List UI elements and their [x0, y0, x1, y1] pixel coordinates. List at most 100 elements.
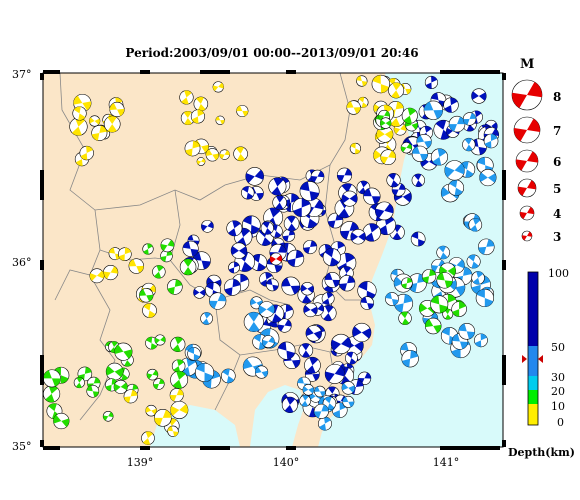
focal-mechanism	[146, 368, 159, 381]
frame-ticks	[40, 70, 506, 450]
focal-mechanism	[141, 431, 155, 445]
depth-band-10-20	[528, 390, 538, 404]
focal-mechanism	[102, 410, 114, 422]
focal-mechanism	[344, 351, 358, 365]
magnitude-legend-ball-5	[517, 178, 537, 198]
focal-mechanism	[105, 362, 124, 381]
focal-mechanism	[442, 308, 454, 320]
focal-mechanism	[451, 301, 467, 317]
focal-mechanism	[313, 403, 329, 419]
focal-mechanism	[123, 389, 138, 404]
focal-mechanism	[170, 400, 189, 419]
focal-mechanism	[209, 292, 227, 310]
focal-mechanism	[436, 272, 453, 289]
map-title: Period:2003/09/01 00:00--2013/09/01 20:4…	[125, 46, 418, 60]
focal-mechanism	[241, 186, 255, 200]
focal-mechanism	[374, 201, 394, 221]
focal-mechanism	[167, 279, 183, 295]
depth-band-deep	[528, 272, 538, 346]
lon-label-141: 141°	[433, 456, 460, 469]
focal-mechanism	[201, 219, 214, 233]
focal-mechanism	[114, 342, 133, 361]
focal-mechanism	[89, 268, 105, 284]
focal-mechanism	[371, 74, 391, 94]
focal-mechanism	[195, 362, 215, 383]
depth-band-0-10	[528, 404, 538, 425]
focal-mechanism	[43, 385, 61, 403]
focal-mechanism	[109, 101, 125, 118]
focal-mechanism	[266, 278, 279, 292]
focal-mechanism	[303, 302, 318, 318]
focal-mechanism	[230, 242, 248, 259]
focal-mechanism	[401, 277, 413, 289]
depth-label-0: 0	[557, 416, 564, 429]
focal-mechanism	[483, 133, 499, 149]
depth-label-10: 10	[551, 400, 565, 413]
focal-mechanism	[154, 334, 166, 346]
focal-mechanism	[250, 253, 268, 272]
focal-mechanism	[282, 229, 296, 242]
lon-label-139: 139°	[127, 456, 154, 469]
magnitude-legend-balls	[511, 79, 543, 242]
focal-mechanism	[421, 269, 437, 284]
focal-mechanism	[300, 282, 315, 296]
focal-mechanism	[260, 221, 274, 235]
focal-mechanism	[423, 100, 444, 120]
focal-mechanism	[72, 106, 87, 121]
focal-mechanism	[411, 173, 426, 187]
focal-mechanism	[443, 97, 459, 113]
focal-mechanism	[407, 273, 427, 293]
depth-colorbar: 100 50 30 20 10 0 Depth(km)	[508, 267, 575, 459]
focal-mechanism	[310, 169, 325, 184]
focal-mechanism	[254, 365, 269, 379]
focal-mechanism	[86, 384, 100, 398]
focal-mechanism	[215, 115, 225, 125]
focal-mechanism	[398, 311, 412, 325]
map-area	[40, 70, 506, 450]
focal-mechanism	[468, 218, 483, 232]
focal-mechanism	[91, 125, 108, 142]
focal-mechanism	[386, 173, 401, 188]
focal-mechanism	[302, 239, 318, 255]
focal-mechanism	[320, 305, 337, 322]
focal-mechanism	[305, 325, 322, 342]
focal-mechanism	[169, 388, 184, 403]
focal-mechanism	[349, 142, 362, 155]
focal-mechanism	[205, 148, 220, 162]
focal-mechanism	[292, 197, 312, 218]
focal-mechanism	[160, 238, 175, 253]
focal-mechanism	[379, 117, 392, 129]
focal-mechanism	[462, 112, 477, 126]
focal-mechanism	[380, 149, 396, 166]
focal-mechanism	[341, 381, 356, 395]
focal-mechanism	[479, 169, 497, 187]
focal-mechanism	[113, 379, 128, 394]
focal-mechanism	[190, 109, 205, 124]
focal-mechanism	[342, 395, 355, 408]
focal-mechanism	[448, 115, 466, 133]
magnitude-legend-ball-3	[521, 230, 533, 242]
focal-mechanism	[341, 190, 358, 207]
focal-mechanism	[277, 341, 296, 360]
focal-mechanism	[363, 187, 381, 205]
focal-mechanism	[283, 215, 300, 232]
focal-mechanism	[430, 295, 449, 314]
focal-mechanism	[236, 104, 249, 118]
magnitude-label-7: 7	[553, 124, 561, 138]
focal-mechanism	[324, 272, 341, 288]
focal-mechanism	[243, 311, 264, 332]
focal-mechanism	[153, 378, 165, 390]
magnitude-label-6: 6	[553, 155, 561, 169]
focal-mechanism	[103, 264, 119, 281]
focal-mechanism	[447, 179, 465, 196]
depth-band-mid	[528, 346, 538, 376]
focal-mechanism	[458, 323, 476, 340]
focal-mechanism	[43, 369, 61, 388]
focal-mechanism	[128, 258, 145, 274]
focal-mechanism	[466, 254, 481, 269]
depth-label-20: 20	[551, 385, 565, 398]
lat-label-35: 35°	[12, 440, 32, 453]
focal-mechanism	[187, 347, 201, 361]
depth-label-30: 30	[551, 371, 565, 384]
focal-mechanism	[338, 275, 356, 292]
